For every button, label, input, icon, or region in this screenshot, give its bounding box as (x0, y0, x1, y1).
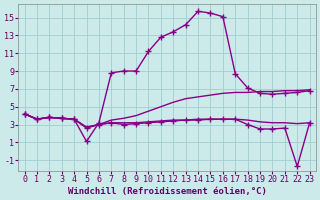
X-axis label: Windchill (Refroidissement éolien,°C): Windchill (Refroidissement éolien,°C) (68, 187, 267, 196)
